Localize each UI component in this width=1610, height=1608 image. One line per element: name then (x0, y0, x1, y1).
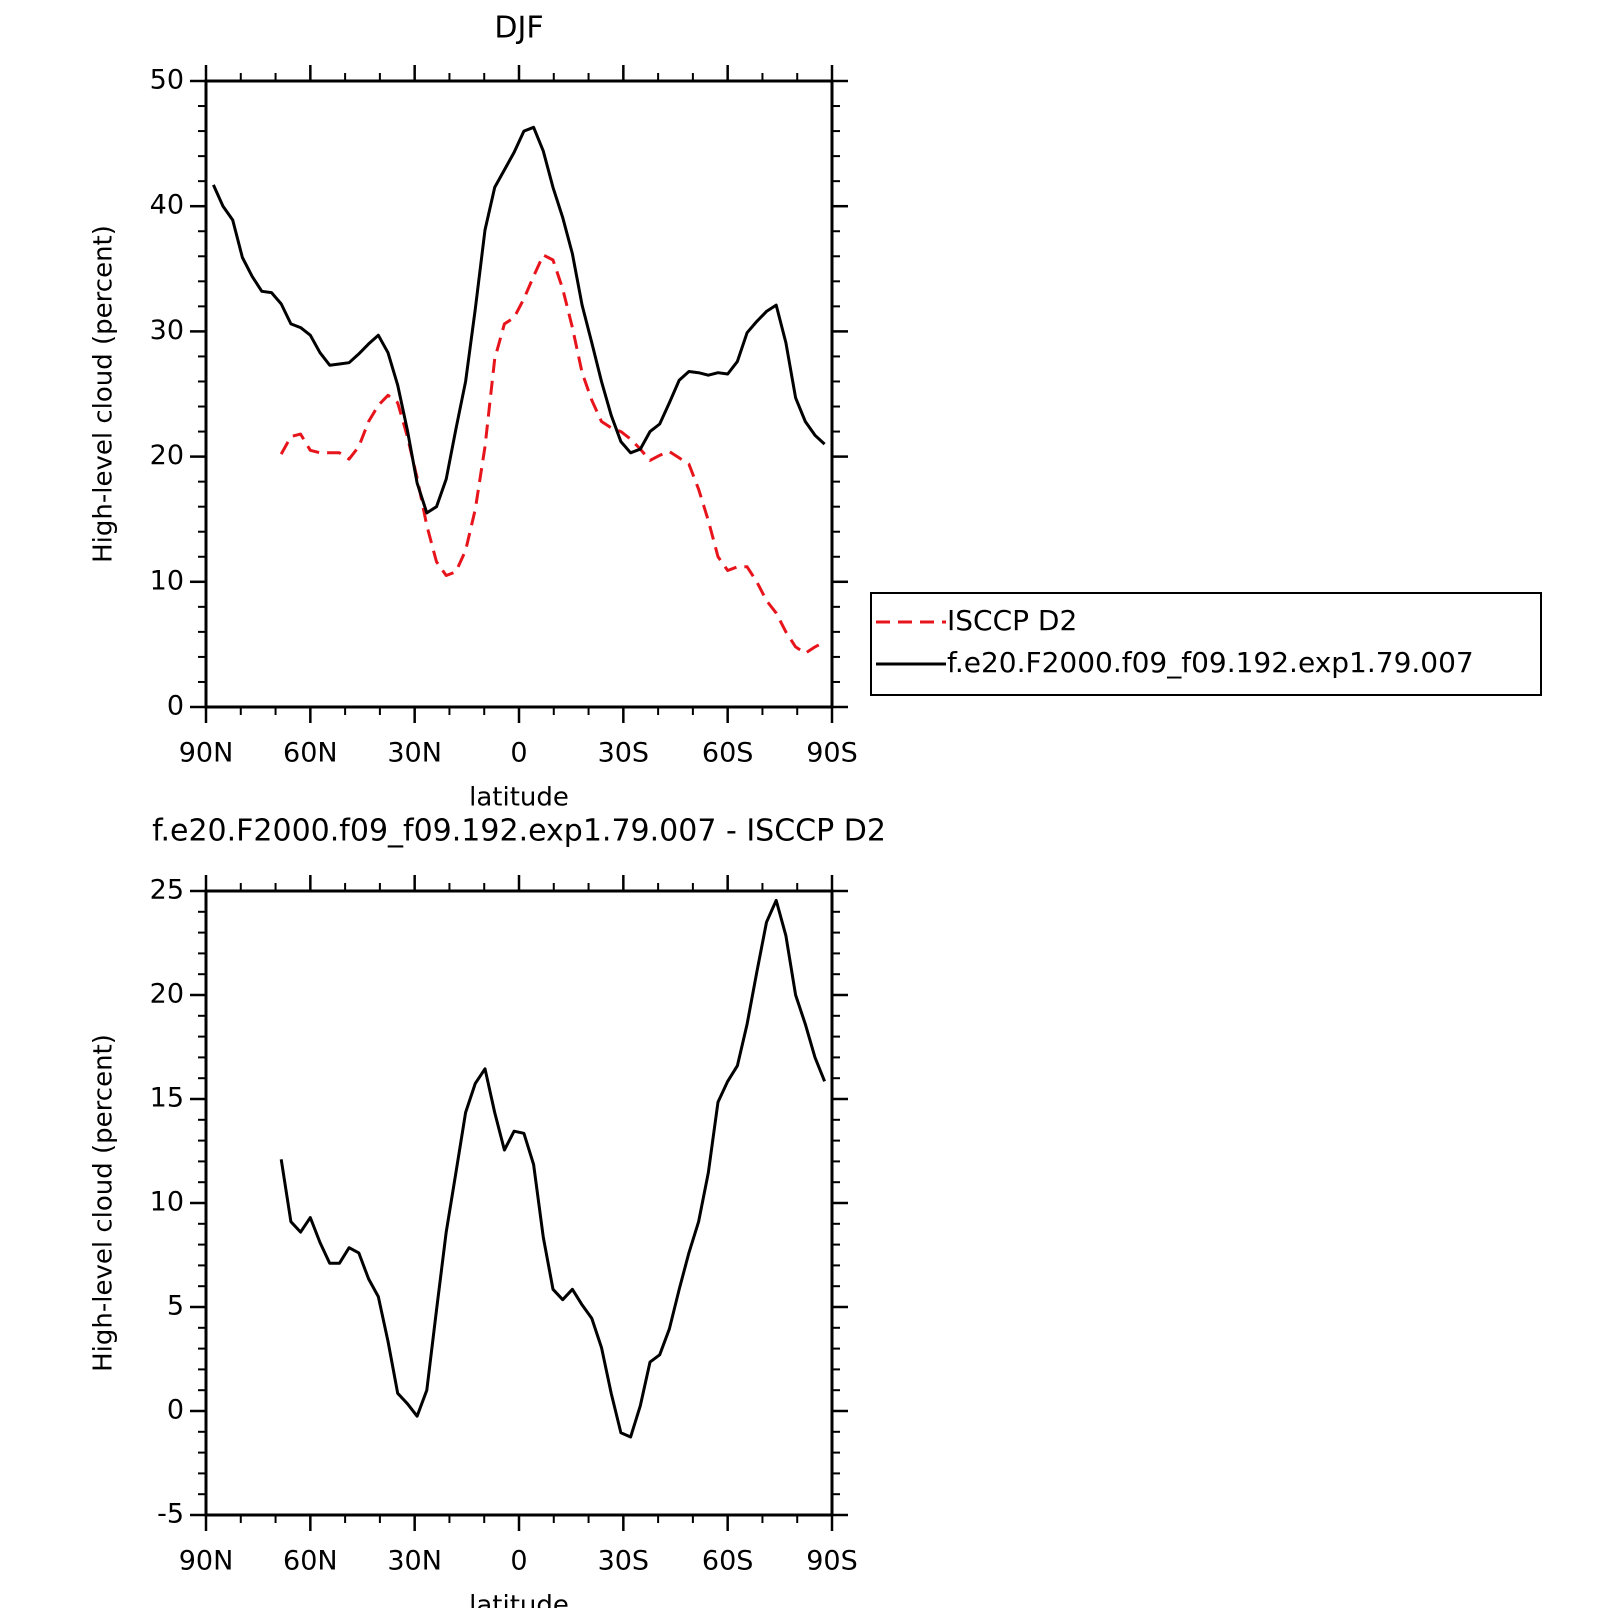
x-tick-label: 0 (510, 738, 527, 769)
x-tick-label: 60S (702, 1546, 754, 1577)
data-line (212, 125, 826, 515)
plot-frame (204, 79, 834, 709)
x-tick-label: 30N (387, 738, 442, 769)
y-tick-label: -5 (157, 1499, 184, 1530)
chart-title: f.e20.F2000.f09_f09.192.exp1.79.007 - IS… (152, 814, 886, 849)
x-tick-label: 90S (806, 1546, 858, 1577)
x-tick-label: 30S (598, 1546, 650, 1577)
y-tick-label: 0 (167, 1395, 184, 1426)
x-tick-label: 90N (179, 738, 234, 769)
y-tick-label: 40 (150, 190, 184, 221)
y-tick-label: 15 (150, 1083, 184, 1114)
x-tick-label: 0 (510, 1546, 527, 1577)
y-tick-label: 30 (150, 315, 184, 346)
y-tick-label: 20 (150, 979, 184, 1010)
x-tick-label: 30S (598, 738, 650, 769)
x-axis-label: latitude (469, 1591, 569, 1608)
data-line (279, 898, 826, 1439)
y-axis-label: High-level cloud (percent) (89, 1034, 119, 1372)
legend-label: f.e20.F2000.f09_f09.192.exp1.79.007 (947, 646, 1474, 679)
legend-label: ISCCP D2 (947, 604, 1077, 637)
y-tick-label: 0 (167, 691, 184, 722)
x-tick-label: 90N (179, 1546, 234, 1577)
x-tick-label: 90S (806, 738, 858, 769)
legend-box (870, 592, 1542, 696)
y-tick-label: 50 (150, 65, 184, 96)
y-tick-label: 20 (150, 440, 184, 471)
x-tick-label: 60N (283, 1546, 338, 1577)
chart-title: DJF (494, 11, 543, 46)
y-tick-label: 25 (150, 875, 184, 906)
y-tick-label: 10 (150, 565, 184, 596)
y-tick-label: 10 (150, 1187, 184, 1218)
x-tick-label: 30N (387, 1546, 442, 1577)
x-tick-label: 60N (283, 738, 338, 769)
plot-frame (204, 889, 834, 1517)
y-tick-label: 5 (167, 1291, 184, 1322)
y-axis-label: High-level cloud (percent) (89, 225, 119, 563)
x-axis-label: latitude (469, 783, 569, 813)
data-line (279, 253, 826, 655)
x-tick-label: 60S (702, 738, 754, 769)
